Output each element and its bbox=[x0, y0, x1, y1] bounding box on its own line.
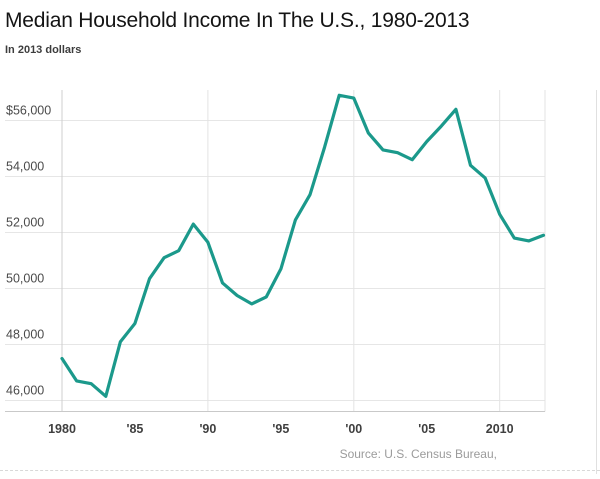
y-axis-label: 50,000 bbox=[6, 272, 44, 286]
y-axis-label: $56,000 bbox=[6, 104, 51, 118]
x-axis-label: '95 bbox=[272, 422, 289, 436]
y-axis-label: 48,000 bbox=[6, 328, 44, 342]
right-border-line bbox=[596, 90, 597, 474]
y-axis-label: 54,000 bbox=[6, 160, 44, 174]
x-axis-label: '90 bbox=[199, 422, 216, 436]
source-credit: Source: U.S. Census Bureau, bbox=[339, 447, 497, 461]
x-axis-label: '00 bbox=[345, 422, 362, 436]
x-axis-label: 1980 bbox=[48, 422, 76, 436]
income-line bbox=[60, 93, 546, 398]
x-axis-label: '05 bbox=[418, 422, 435, 436]
x-axis-label: 2010 bbox=[486, 422, 514, 436]
bottom-dashed-border bbox=[0, 470, 600, 471]
y-axis-label: 46,000 bbox=[6, 384, 44, 398]
chart-subtitle: In 2013 dollars bbox=[5, 44, 82, 56]
y-axis-label: 52,000 bbox=[6, 216, 44, 230]
chart-title: Median Household Income In The U.S., 198… bbox=[5, 9, 470, 32]
x-axis-label: '85 bbox=[127, 422, 144, 436]
